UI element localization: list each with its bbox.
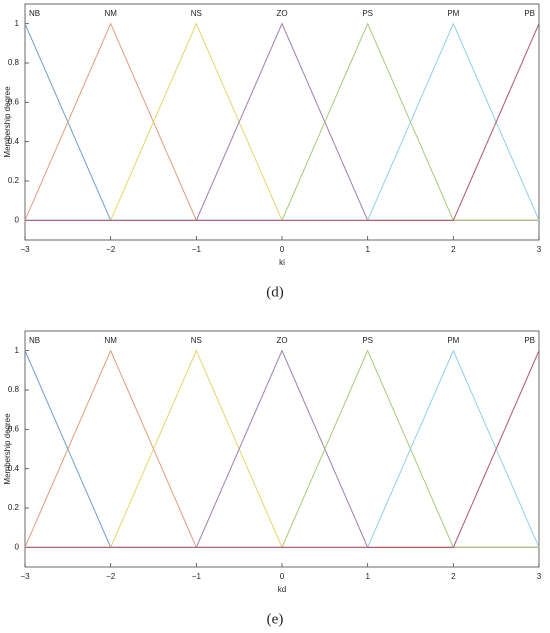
y-tick-label: 1 [15, 19, 20, 28]
x-tick-label: −3 [20, 245, 30, 254]
y-tick-label: 1 [15, 346, 20, 355]
caption: (e) [267, 611, 284, 627]
x-tick-label: −2 [106, 245, 116, 254]
y-tick-label: 0.2 [8, 503, 20, 512]
series-label: NS [191, 9, 202, 18]
y-tick-label: 0.4 [8, 137, 20, 146]
x-tick-label: 3 [537, 245, 542, 254]
series-label: NM [104, 9, 117, 18]
series-label: PS [362, 9, 373, 18]
caption: (d) [266, 284, 284, 300]
x-tick-label: −1 [192, 572, 202, 581]
plot-area [24, 3, 540, 241]
plot-area [24, 330, 540, 568]
series-label: PB [524, 9, 535, 18]
x-tick-label: 0 [280, 245, 285, 254]
series-label: NS [191, 336, 202, 345]
series-label: NB [29, 9, 40, 18]
x-axis-label: ki [279, 258, 285, 267]
x-tick-label: −2 [106, 572, 116, 581]
series-label: NM [104, 336, 117, 345]
x-tick-label: 0 [280, 572, 285, 581]
series-label: ZO [276, 9, 287, 18]
y-axis-label: Membership degree [3, 413, 12, 485]
series-label: PM [447, 336, 459, 345]
x-tick-label: 3 [537, 572, 542, 581]
y-axis-label: Membership degree [3, 86, 12, 158]
series-label: PB [524, 336, 535, 345]
x-axis-label: kd [278, 585, 286, 594]
membership-line [25, 350, 540, 548]
x-tick-label: 2 [451, 245, 456, 254]
y-tick-label: 0.6 [8, 424, 20, 433]
y-tick-label: 0 [15, 542, 20, 551]
y-tick-label: 0.2 [8, 176, 20, 185]
y-tick-label: 0 [15, 215, 20, 224]
series-label: NB [29, 336, 40, 345]
membership-line [25, 23, 540, 221]
series-label: PS [362, 336, 373, 345]
x-tick-label: −1 [192, 245, 202, 254]
x-tick-label: 1 [365, 572, 370, 581]
series-label: ZO [276, 336, 287, 345]
y-tick-label: 0.4 [8, 464, 20, 473]
y-tick-label: 0.8 [8, 58, 20, 67]
x-tick-label: 1 [365, 245, 370, 254]
y-tick-label: 0.6 [8, 97, 20, 106]
x-tick-label: 2 [451, 572, 456, 581]
y-tick-label: 0.8 [8, 385, 20, 394]
series-label: PM [447, 9, 459, 18]
x-tick-label: −3 [20, 572, 30, 581]
